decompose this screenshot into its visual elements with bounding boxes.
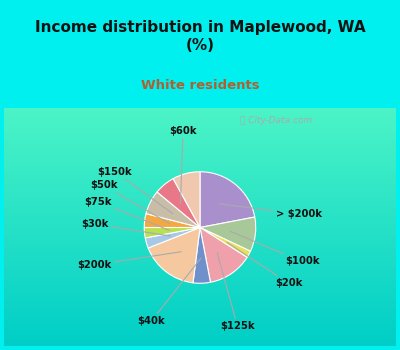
Wedge shape <box>146 192 200 228</box>
Text: $50k: $50k <box>90 180 170 224</box>
Text: $200k: $200k <box>78 252 181 270</box>
Wedge shape <box>193 228 210 283</box>
Wedge shape <box>173 172 200 228</box>
Wedge shape <box>200 217 256 251</box>
Wedge shape <box>145 228 200 248</box>
Text: $60k: $60k <box>169 126 197 204</box>
Text: > $200k: > $200k <box>220 204 322 219</box>
Wedge shape <box>200 172 255 228</box>
Text: Income distribution in Maplewood, WA
(%): Income distribution in Maplewood, WA (%) <box>35 20 365 54</box>
Wedge shape <box>148 228 200 283</box>
Text: ⓘ City-Data.com: ⓘ City-Data.com <box>240 116 312 125</box>
Text: $125k: $125k <box>217 253 255 331</box>
Text: $40k: $40k <box>137 258 201 326</box>
Text: $30k: $30k <box>81 219 170 236</box>
Wedge shape <box>144 228 200 238</box>
Text: $100k: $100k <box>230 231 319 266</box>
Wedge shape <box>144 214 200 228</box>
Wedge shape <box>200 228 250 257</box>
Text: White residents: White residents <box>141 79 259 92</box>
Text: $20k: $20k <box>227 242 302 288</box>
Text: $75k: $75k <box>84 197 170 230</box>
Text: $150k: $150k <box>98 167 173 214</box>
Wedge shape <box>157 178 200 228</box>
Wedge shape <box>200 228 247 282</box>
